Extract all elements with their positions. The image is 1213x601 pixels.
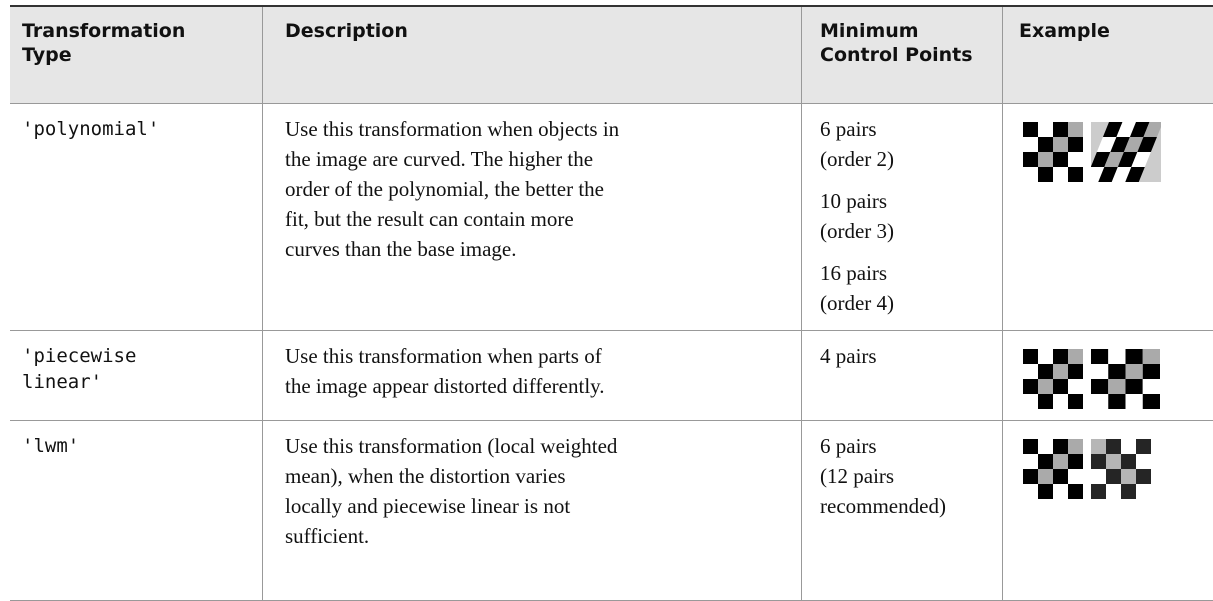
- control-points-group: 6 pairs(order 2): [820, 114, 1002, 174]
- description-line: sufficient.: [285, 521, 801, 551]
- description-line: the image appear distorted differently.: [285, 371, 801, 401]
- control-points-text: (12 pairs: [820, 461, 1002, 491]
- description-line: locally and piecewise linear is not: [285, 491, 801, 521]
- header-text: Description: [285, 19, 801, 43]
- type-cell: 'lwm': [10, 420, 263, 600]
- example-cell: [1003, 420, 1213, 600]
- description-line: Use this transformation (local weighted: [285, 431, 801, 461]
- type-text: 'lwm': [22, 433, 262, 459]
- control-points-group: 10 pairs(order 3): [820, 186, 1002, 246]
- description-line: mean), when the distortion varies: [285, 461, 801, 491]
- control-points-text: 6 pairs: [820, 431, 1002, 461]
- header-text: Example: [1019, 19, 1213, 43]
- type-cell: 'polynomial': [10, 103, 263, 330]
- example-transformed: [1091, 349, 1161, 409]
- control-points-cell: 4 pairs: [802, 330, 1003, 420]
- description-line: fit, but the result can contain more: [285, 204, 801, 234]
- header-text: Type: [22, 43, 262, 67]
- description-line: the image are curved. The higher the: [285, 144, 801, 174]
- description-line: Use this transformation when objects in: [285, 114, 801, 144]
- type-text: 'polynomial': [22, 116, 262, 142]
- control-points-text: (order 3): [820, 216, 1002, 246]
- control-points-text: 16 pairs: [820, 258, 1002, 288]
- control-points-text: recommended): [820, 491, 1002, 521]
- example-original: [1023, 439, 1085, 499]
- description-line: curves than the base image.: [285, 234, 801, 264]
- example-original: [1023, 349, 1085, 409]
- header-text: Transformation: [22, 19, 262, 43]
- header-cell: Description: [263, 6, 802, 103]
- control-points-text: (order 2): [820, 144, 1002, 174]
- example-transformed: [1091, 122, 1161, 182]
- control-points-group: 4 pairs: [820, 341, 1002, 371]
- type-text: 'piecewise: [22, 343, 262, 369]
- example-cell: [1003, 330, 1213, 420]
- control-points-text: 6 pairs: [820, 114, 1002, 144]
- table-row: 'polynomial'Use this transformation when…: [10, 103, 1213, 330]
- header-cell: Example: [1003, 6, 1213, 103]
- control-points-text: 4 pairs: [820, 341, 1002, 371]
- control-points-text: (order 4): [820, 288, 1002, 318]
- example-cell: [1003, 103, 1213, 330]
- description-line: order of the polynomial, the better the: [285, 174, 801, 204]
- example-transformed: [1091, 439, 1161, 499]
- control-points-group: 16 pairs(order 4): [820, 258, 1002, 318]
- control-points-cell: 6 pairs(order 2) 10 pairs(order 3) 16 pair…: [802, 103, 1003, 330]
- table-body: 'polynomial'Use this transformation when…: [10, 103, 1213, 600]
- example-original: [1023, 122, 1085, 182]
- type-text: linear': [22, 369, 262, 395]
- header-text: Minimum: [820, 19, 1002, 43]
- control-points-text: 10 pairs: [820, 186, 1002, 216]
- description-line: Use this transformation when parts of: [285, 341, 801, 371]
- table-row: 'lwm'Use this transformation (local weig…: [10, 420, 1213, 600]
- header-text: Control Points: [820, 43, 1002, 67]
